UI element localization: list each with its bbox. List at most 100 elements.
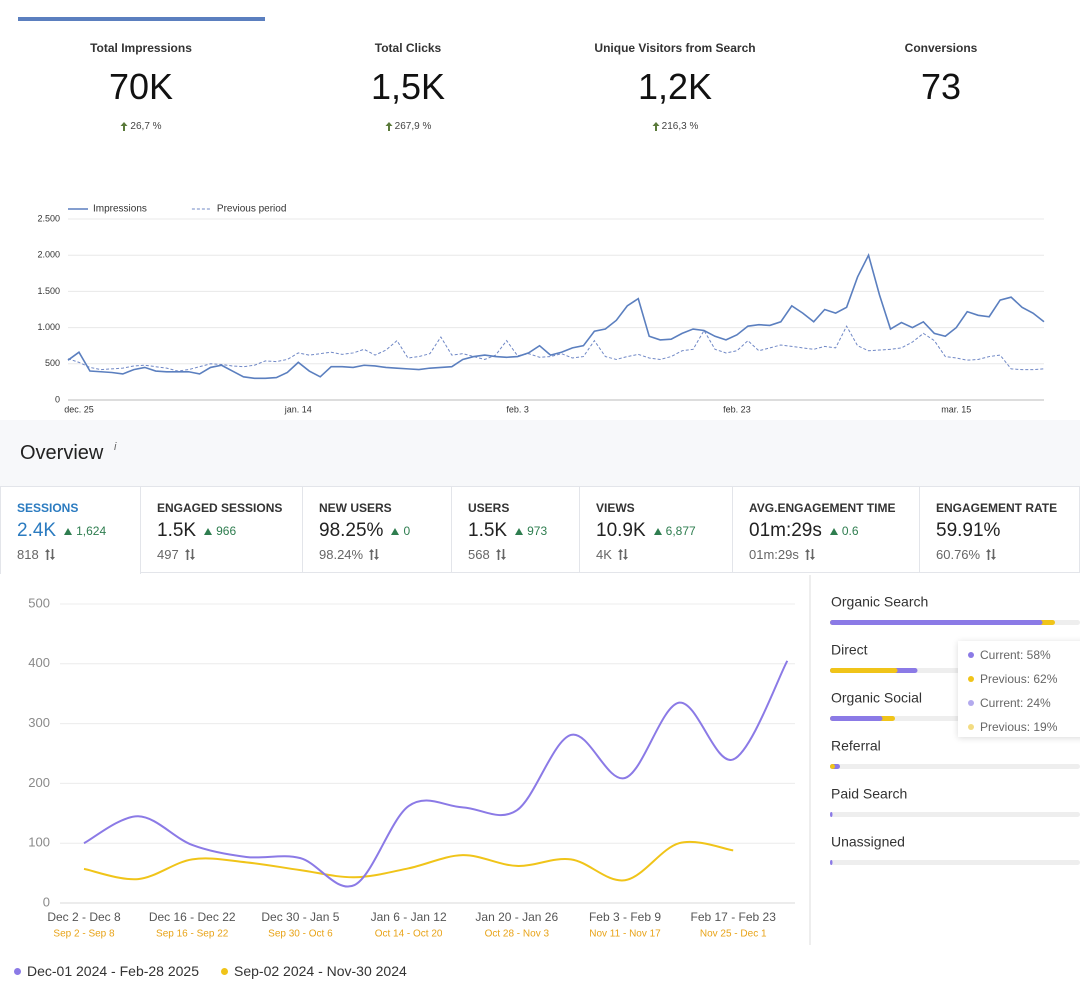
up-triangle-wrap: [391, 527, 400, 535]
x-tick-label: Dec 16 - Dec 22: [149, 910, 236, 924]
up-triangle-shape: [515, 527, 524, 535]
legend-dot: [221, 967, 228, 975]
up-triangle-shape: [204, 527, 213, 535]
x-tick-label: dec. 25: [64, 404, 94, 414]
bar-track: [830, 812, 1080, 817]
up-triangle-wrap: [653, 527, 662, 535]
tab-delta: 0: [391, 524, 410, 538]
tab-value: 98.25%: [319, 520, 384, 541]
tab-label: NEW USERS: [319, 501, 392, 515]
tooltip-text: Current: 24%: [980, 696, 1051, 710]
up-arrow: [120, 122, 128, 131]
tab-value: 01m:29s: [749, 520, 822, 541]
tab-previous: 4K: [596, 546, 628, 562]
legend-label: Sep-02 2024 - Nov-30 2024: [234, 963, 407, 979]
bar-current: [830, 716, 883, 721]
compare-icon-shape: [44, 549, 55, 561]
tab-value-row: 1.5K 973: [468, 520, 547, 542]
bar-current: [830, 860, 833, 865]
compare-icon: [184, 549, 195, 561]
tooltip-row: Previous: 62%: [968, 669, 1057, 689]
compare-icon-wrap: [495, 549, 506, 561]
metric-tab[interactable]: ENGAGEMENT RATE 59.91% 60.76%: [920, 487, 1080, 572]
series-line: [83, 660, 789, 888]
bar-previous: [830, 764, 835, 769]
compare-icon: [986, 549, 997, 561]
x-tick-sublabel: Sep 30 - Oct 6: [268, 929, 333, 940]
tab-delta-value: 6,877: [665, 524, 696, 539]
legend-item: Sep-02 2024 - Nov-30 2024: [221, 963, 407, 979]
tab-previous-value: 497: [157, 547, 179, 563]
y-tick-label: 1.500: [37, 286, 60, 296]
y-tick-label: 300: [28, 715, 50, 730]
tab-label: USERS: [468, 501, 510, 515]
tab-value: 1.5K: [468, 520, 508, 541]
tab-value-row: 01m:29s 0.6: [749, 520, 859, 542]
up-triangle: [64, 527, 73, 535]
tab-value-row: 10.9K 6,877: [596, 520, 696, 542]
metric-tab[interactable]: USERS 1.5K 973 568: [452, 487, 580, 572]
tab-value-row: 98.25% 0: [319, 520, 410, 542]
tab-value-row: 2.4K 1,624: [17, 520, 106, 542]
metric-tab[interactable]: NEW USERS 98.25% 0 98.24%: [303, 487, 452, 572]
up-triangle: [515, 527, 524, 535]
kpi-label: Total Impressions: [90, 41, 192, 55]
tab-delta-value: 966: [216, 524, 237, 539]
compare-icon-shape: [495, 549, 506, 561]
tab-label: SESSIONS: [17, 501, 79, 515]
tooltip-text: Previous: 19%: [980, 720, 1058, 734]
series-line: [67, 252, 1045, 380]
tab-delta: 966: [204, 524, 236, 538]
x-tick-sublabel: Oct 28 - Nov 3: [485, 929, 550, 940]
up-triangle-shape: [64, 527, 73, 535]
metric-tab[interactable]: AVG.ENGAGEMENT TIME 01m:29s 0.6 01m:29s: [733, 487, 920, 572]
up-triangle-shape: [829, 527, 838, 535]
up-triangle-shape: [653, 527, 662, 535]
tab-delta-value: 0: [403, 524, 411, 539]
tooltip-text: Previous: 62%: [980, 672, 1058, 686]
y-tick-label: 200: [28, 775, 50, 790]
legend-label: Previous period: [217, 204, 286, 215]
metric-tab[interactable]: ENGAGED SESSIONS 1.5K 966 497: [141, 487, 303, 572]
bar-track: [830, 764, 1080, 769]
kpi-value: 1,2K: [637, 66, 713, 107]
tooltip-dot: [968, 676, 974, 682]
x-tick-label: Dec 30 - Jan 5: [261, 910, 339, 924]
kpi-change-value: 216,3 %: [661, 121, 699, 132]
legend-label: Dec-01 2024 - Feb-28 2025: [27, 963, 199, 979]
tab-value: 10.9K: [596, 520, 646, 541]
compare-icon-shape: [804, 549, 815, 561]
kpi-change: 267,9 %: [268, 121, 548, 132]
metric-tab[interactable]: VIEWS 10.9K 6,877 4K: [580, 487, 733, 572]
channel-name: Referral: [831, 738, 881, 754]
kpi-label: Unique Visitors from Search: [594, 41, 756, 55]
y-tick-label: 500: [45, 358, 60, 368]
compare-icon: [44, 549, 55, 561]
channel-name: Organic Search: [831, 594, 928, 610]
legend-item: Dec-01 2024 - Feb-28 2025: [14, 963, 199, 979]
metric-tab[interactable]: SESSIONS 2.4K 1,624 818: [0, 487, 141, 574]
y-tick-label: 400: [28, 655, 50, 670]
channel-name: Direct: [831, 642, 868, 658]
bar-track: [830, 860, 1080, 865]
series-line: [83, 841, 734, 882]
y-tick-label: 100: [28, 835, 50, 850]
y-tick-label: 500: [28, 595, 50, 610]
up-triangle-wrap: [829, 527, 838, 535]
info-icon[interactable]: i: [114, 441, 117, 453]
tab-previous-value: 01m:29s: [749, 547, 799, 563]
compare-icon-wrap: [986, 549, 997, 561]
x-tick-label: Jan 6 - Jan 12: [371, 910, 447, 924]
kpi-label: Conversions: [904, 41, 978, 55]
kpi-change: 216,3 %: [535, 121, 815, 132]
bar-previous: [830, 668, 898, 673]
tab-label: ENGAGED SESSIONS: [157, 501, 283, 515]
tab-previous: 497: [157, 546, 195, 562]
up-arrow: [385, 122, 393, 131]
tab-previous-value: 60.76%: [936, 547, 981, 563]
kpi-value: 1,5K: [370, 66, 446, 107]
legend-dot: [14, 967, 21, 975]
up-arrow-shape: [120, 122, 128, 131]
x-tick-label: feb. 23: [723, 404, 751, 414]
